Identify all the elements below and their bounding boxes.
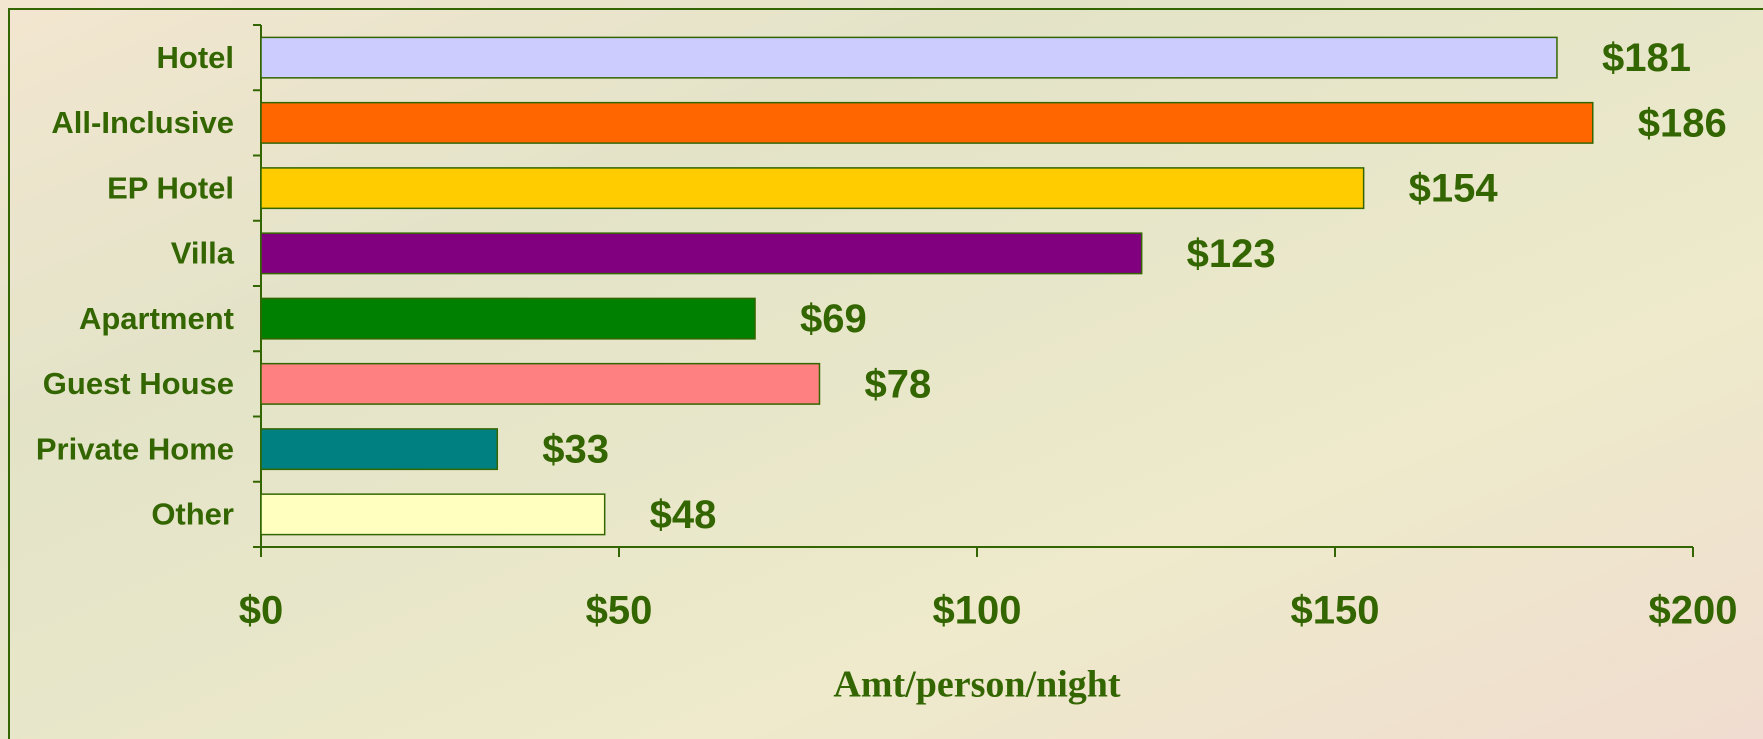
bar	[260, 428, 499, 471]
value-label: $181	[1602, 36, 1691, 80]
value-label: $154	[1409, 167, 1499, 211]
x-tick-label: $100	[933, 589, 1022, 633]
value-label: $69	[800, 297, 867, 341]
bar	[260, 232, 1143, 275]
frame	[8, 8, 1763, 739]
bar	[260, 362, 821, 405]
value-label: $48	[650, 493, 717, 537]
y-tick-label: Guest House	[43, 366, 234, 401]
y-tick-label: All-Inclusive	[51, 105, 234, 140]
x-tick-label: $200	[1649, 589, 1738, 633]
bar	[260, 493, 606, 536]
x-tick-label: $0	[239, 589, 284, 633]
bar	[260, 167, 1365, 210]
value-label: $33	[542, 428, 609, 472]
value-label: $78	[864, 362, 931, 406]
value-label: $123	[1187, 232, 1276, 276]
y-tick-label: Hotel	[157, 40, 235, 75]
y-tick-label: EP Hotel	[107, 170, 234, 205]
y-tick-label: Private Home	[36, 431, 234, 466]
y-tick-label: Apartment	[79, 301, 234, 336]
value-label: $186	[1638, 101, 1727, 145]
x-axis-label: Amt/person/night	[833, 664, 1120, 706]
y-tick-label: Villa	[171, 236, 235, 271]
y-tick-label: Other	[151, 497, 234, 532]
bar	[260, 101, 1594, 144]
bar	[260, 297, 756, 340]
x-tick-label: $150	[1291, 589, 1380, 633]
x-tick-label: $50	[586, 589, 653, 633]
bar	[260, 36, 1558, 79]
